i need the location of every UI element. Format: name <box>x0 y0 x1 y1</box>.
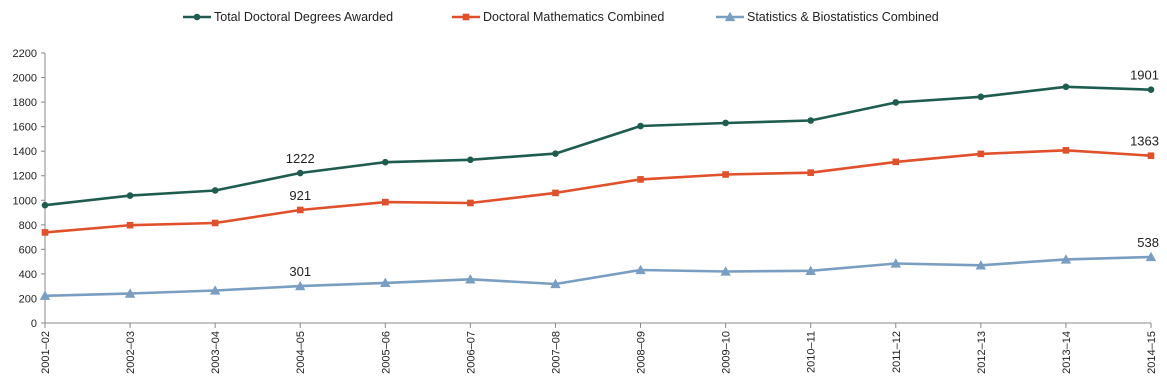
x-tick-label: 2012–13 <box>976 331 988 374</box>
legend-item-2: Doctoral Mathematics Combined <box>452 10 664 24</box>
data-label: 921 <box>289 188 311 203</box>
x-tick-label: 2001–02 <box>40 331 52 374</box>
data-point <box>467 199 474 207</box>
legend-label: Total Doctoral Degrees Awarded <box>214 10 393 24</box>
x-tick-label: 2005–06 <box>380 331 392 374</box>
data-point <box>126 221 134 229</box>
series-3 <box>39 251 1157 300</box>
data-point <box>807 169 814 176</box>
data-point <box>807 117 814 124</box>
data-point <box>124 288 136 298</box>
x-tick-label: 2014–15 <box>1146 331 1158 374</box>
y-tick-label: 2000 <box>13 73 37 85</box>
data-point <box>1147 86 1155 93</box>
data-point <box>637 176 644 183</box>
y-tick-label: 600 <box>19 244 37 256</box>
x-tick-label: 2006–07 <box>465 331 477 374</box>
data-labels: 1222 1901 921 1363 301 538 <box>286 68 1159 279</box>
data-point <box>892 99 900 106</box>
data-point <box>467 156 474 164</box>
data-point <box>635 264 646 275</box>
x-tick-label: 2003–04 <box>210 331 222 374</box>
y-tick-label: 1800 <box>13 97 37 109</box>
x-tick-label: 2011–12 <box>891 331 903 373</box>
legend-marker <box>193 13 201 21</box>
x-tick-label: 2013–14 <box>1061 331 1073 374</box>
y-tick-label: 800 <box>19 220 37 232</box>
data-point <box>211 219 219 227</box>
series-1 <box>41 83 1155 209</box>
data-point <box>1062 147 1070 154</box>
series-line <box>44 85 1152 207</box>
x-tick-label: 2002–03 <box>125 331 137 374</box>
data-label: 1222 <box>286 151 315 166</box>
x-tick-label: 2004–05 <box>295 331 307 374</box>
x-tick-label: 2010–11 <box>806 331 818 373</box>
data-point <box>977 93 985 101</box>
series-2 <box>41 147 1155 236</box>
data-point <box>41 201 49 209</box>
data-point <box>295 280 306 291</box>
data-point <box>805 265 816 276</box>
data-point <box>380 277 391 288</box>
data-point <box>209 285 221 295</box>
x-tick-label: 2007–08 <box>550 331 562 374</box>
x-tick-label: 2009–10 <box>721 331 733 374</box>
data-point <box>465 274 476 284</box>
legend-label: Statistics & Biostatistics Combined <box>747 10 939 24</box>
data-label: 301 <box>289 264 311 279</box>
data-point <box>637 122 644 130</box>
data-label: 1901 <box>1130 68 1159 83</box>
data-label: 1363 <box>1130 134 1159 149</box>
y-tick-label: 0 <box>31 318 37 330</box>
data-point <box>892 158 900 166</box>
data-point <box>722 119 729 127</box>
legend-marker <box>724 11 736 22</box>
data-point <box>39 290 51 300</box>
data-point <box>1062 83 1070 91</box>
y-tick-label: 1400 <box>13 146 37 158</box>
x-tick-label: 2008–09 <box>636 331 648 374</box>
legend-item-3: Statistics & Biostatistics Combined <box>716 10 939 24</box>
series-line <box>44 149 1152 234</box>
y-tick-label: 1200 <box>13 171 37 183</box>
data-point <box>211 187 219 194</box>
data-point <box>1147 152 1155 160</box>
legend-item-1: Total Doctoral Degrees Awarded <box>183 10 393 24</box>
data-point <box>720 266 731 276</box>
data-point <box>41 229 49 236</box>
chart-series <box>39 83 1157 300</box>
data-point <box>550 278 561 289</box>
data-label: 538 <box>1137 235 1159 250</box>
data-point <box>552 189 559 197</box>
y-tick-label: 1000 <box>13 195 37 207</box>
data-point <box>126 192 134 199</box>
y-tick-label: 2200 <box>13 48 37 60</box>
legend-label: Doctoral Mathematics Combined <box>483 10 664 24</box>
data-point <box>382 158 389 166</box>
data-point <box>552 150 559 157</box>
data-point <box>1060 254 1072 264</box>
data-point <box>296 169 304 177</box>
chart-legend: Total Doctoral Degrees Awarded Doctoral M… <box>183 10 939 24</box>
y-tick-label: 1600 <box>13 122 37 134</box>
data-point <box>1145 251 1157 262</box>
data-point <box>890 258 901 268</box>
series-line <box>44 255 1152 298</box>
chart-axes: 0 200 400 600 800 1000 1200 1400 1600 1800 2000 220… <box>13 48 1158 374</box>
legend-marker <box>462 13 470 21</box>
data-point <box>977 150 985 158</box>
data-point <box>382 198 389 206</box>
y-tick-label: 200 <box>19 293 37 305</box>
data-point <box>975 260 987 270</box>
data-point <box>722 171 729 178</box>
data-point <box>296 206 304 214</box>
y-tick-label: 400 <box>19 269 37 281</box>
